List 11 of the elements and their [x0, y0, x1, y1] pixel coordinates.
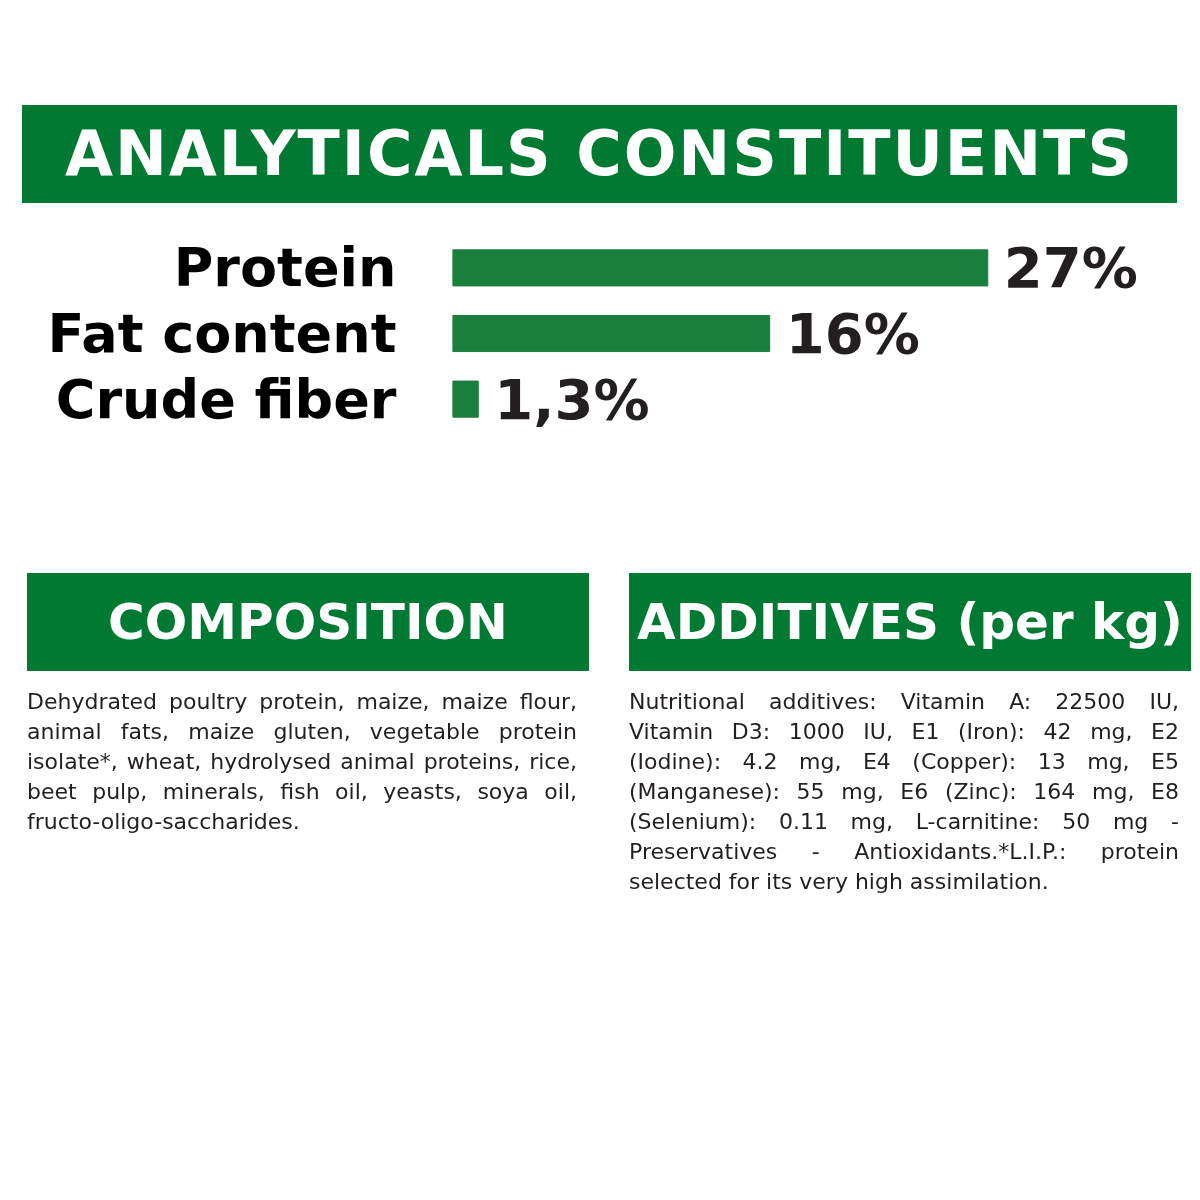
y-tick-label: Crude fiber [55, 367, 397, 431]
data-label: 1,3% [494, 366, 650, 432]
text: COMPOSITION [108, 592, 508, 653]
y-tick-label: Fat content [47, 302, 397, 365]
data-label: 27% [1003, 235, 1138, 301]
text: ADDITIVES (per kg) [637, 592, 1183, 653]
text: Nutritional additives: Vitamin A: 22500 IU, Vitamin D3: 1000 IU, E1 (Iron): 42 mg, E2 (Iodine): 4.2 mg, E4 (Copper): 13 mg, E5 (Manganese): 55 mg, E6 (Zinc): 164 mg, E8 (Selenium): 0.11 mg, L-carnitine: 50 mg - Preservatives - Antioxidants.*L.I.P.: protein selected for its very high assimilation. [629, 688, 1179, 896]
y-tick-label: Protein [173, 236, 397, 300]
data-label: 16% [785, 301, 920, 366]
chart-title: ANALYTICALS CONSTITUENTS [64, 116, 1135, 192]
text: Dehydrated poultry protein, maize, maize flour, animal fats, maize gluten, vegetable protein isolate*, wheat, hydrolysed animal proteins, rice, beet pulp, minerals, fish oil, yeasts, soya oil, fructo-oligo-saccharides. [27, 688, 577, 836]
